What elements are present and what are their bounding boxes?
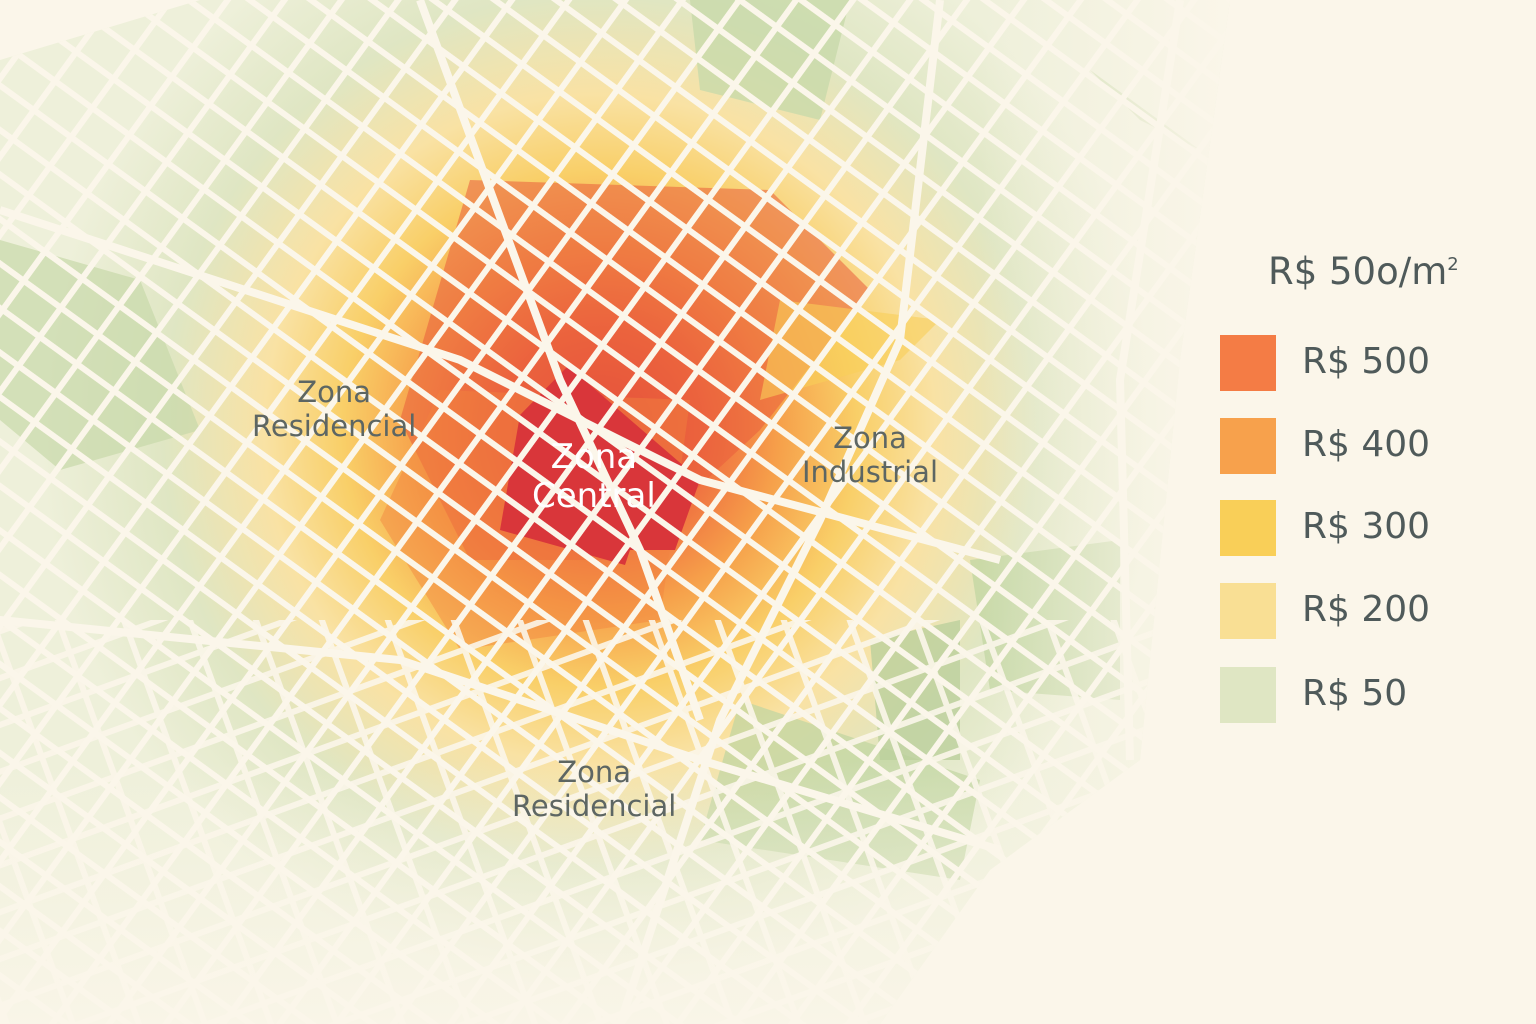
legend-item-500: R$ 500 <box>1220 335 1520 391</box>
legend-swatch <box>1220 418 1276 474</box>
zone-label-line: Industrial <box>802 454 939 489</box>
legend-label: R$ 400 <box>1302 424 1431 465</box>
legend-label: R$ 50 <box>1302 673 1408 714</box>
legend-item-300: R$ 300 <box>1220 500 1520 556</box>
legend-title: R$ 50o/m2 <box>1268 250 1459 293</box>
zone-label-line: Zona <box>297 375 372 409</box>
legend-swatch <box>1220 667 1276 723</box>
zone-label-line: Residencial <box>252 408 417 443</box>
legend-item-200: R$ 200 <box>1220 583 1520 639</box>
legend-label: R$ 200 <box>1302 589 1431 630</box>
zone-label-line: Zona <box>833 421 907 455</box>
legend-title-text: R$ 50o/m <box>1268 250 1448 293</box>
zone-label-line: Central <box>532 476 656 517</box>
zone-label-central: Zona Central <box>532 437 656 517</box>
legend-swatch <box>1220 583 1276 639</box>
zone-label-residencial-south: Zona Residencial <box>512 755 677 823</box>
legend-swatch <box>1220 335 1276 391</box>
legend-swatch <box>1220 500 1276 556</box>
legend-label: R$ 300 <box>1302 506 1431 547</box>
legend-item-400: R$ 400 <box>1220 418 1520 474</box>
legend-item-50: R$ 50 <box>1220 667 1520 723</box>
zone-label-industrial: Zona Industrial <box>802 421 939 489</box>
zone-label-line: Residencial <box>512 788 677 823</box>
legend-label: R$ 500 <box>1302 341 1431 382</box>
zone-label-residencial-west: Zona Residencial <box>252 375 417 443</box>
zone-label-line: Zona <box>550 437 638 477</box>
legend-title-superscript: 2 <box>1447 254 1459 275</box>
zone-label-line: Zona <box>557 755 632 789</box>
